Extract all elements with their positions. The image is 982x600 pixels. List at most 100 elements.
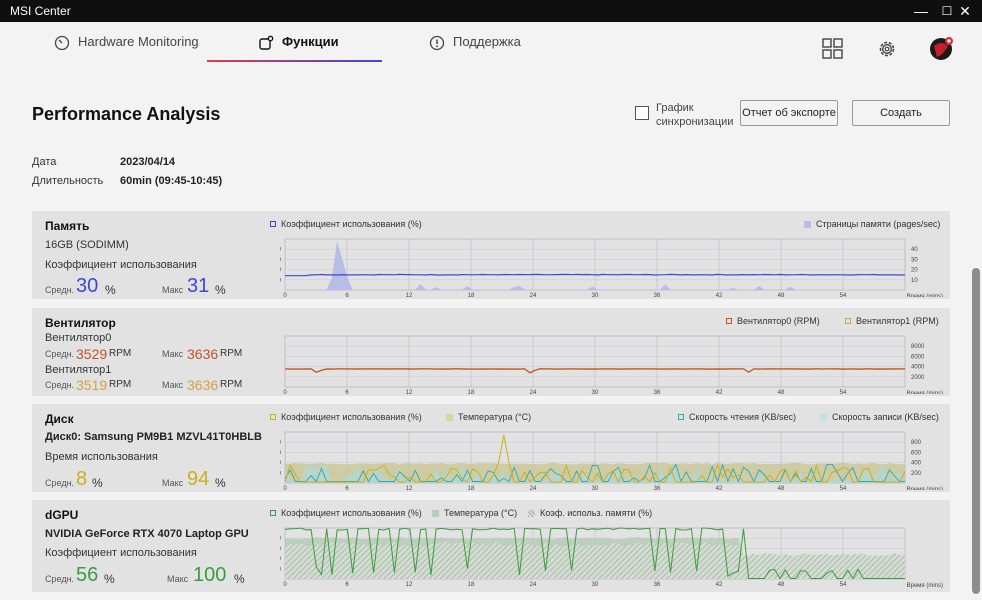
memory-max-label: Макс — [162, 285, 184, 295]
fan0-avg-unit: RPM — [109, 348, 132, 359]
scrollbar-thumb[interactable] — [972, 268, 980, 594]
legend-swatch — [270, 221, 276, 227]
memory-chart: 0 6 12 18 24 30 36 42 48 54 Время (mins) 80 60 40 20 40… — [280, 238, 943, 297]
page-title: Performance Analysis — [32, 104, 221, 124]
fan1-avg-value: 3519 — [76, 377, 108, 393]
gpu-y-left-tick: 20 — [280, 567, 282, 573]
sync-chart-label: График синхронизации — [656, 102, 734, 128]
disk-max-value: 94 — [187, 468, 210, 490]
fan-x-tick: 30 — [592, 390, 599, 394]
fan-x-tick: 42 — [716, 390, 723, 394]
legend-swatch — [678, 414, 684, 420]
memory-y-right-tick: 20 — [911, 268, 918, 274]
legend-disk-read: Скорость чтения (KB/sec) — [678, 412, 796, 422]
memory-y-right-tick: 30 — [911, 257, 918, 263]
fan-y-right-tick: 2000 — [911, 375, 925, 381]
fan1-max-value: 3636 — [187, 377, 219, 393]
grid-icon[interactable] — [822, 38, 844, 60]
memory-x-tick: 24 — [530, 293, 537, 297]
fan0-avg-value: 3529 — [76, 346, 108, 362]
legend-swatch — [820, 413, 827, 421]
disk-max-label: Макс — [162, 478, 184, 488]
disk-usage-label: Время использования — [45, 451, 158, 463]
fan-title: Вентилятор — [45, 316, 116, 330]
gpu-max-unit: % — [234, 572, 245, 586]
memory-y-left-tick: 40 — [280, 268, 282, 274]
disk-x-tick: 48 — [778, 486, 785, 490]
tab-label: Функции — [282, 34, 339, 49]
fan-x-axis-label: Время (mins) — [907, 391, 943, 394]
disk-max-unit: % — [215, 476, 226, 490]
tab-features[interactable]: Функции — [258, 34, 339, 74]
avatar[interactable] — [929, 35, 955, 61]
sync-chart-checkbox[interactable] — [635, 106, 649, 120]
disk-x-tick: 6 — [345, 486, 349, 490]
memory-y-left-tick: 60 — [280, 257, 282, 263]
gear-icon[interactable] — [876, 38, 898, 60]
minimize-button[interactable]: — — [914, 3, 928, 19]
fan-x-tick: 54 — [840, 390, 847, 394]
memory-x-axis-label: Время (mins) — [907, 294, 943, 297]
fan0-avg-label: Средн. — [45, 349, 75, 359]
fan1-max-unit: RPM — [220, 379, 243, 390]
close-button[interactable]: ✕ — [959, 3, 971, 19]
tab-hardware-monitoring[interactable]: Hardware Monitoring — [54, 34, 199, 74]
disk-title: Диск — [45, 412, 74, 426]
fan1-avg-label: Средн. — [45, 380, 75, 390]
gpu-max-value: 100 — [193, 564, 227, 586]
disk-name: Диск0: Samsung PM9B1 MZVL41T0HBLB — [45, 431, 262, 443]
gpu-x-axis-label: Время (mins) — [907, 583, 943, 589]
fan1-avg-unit: RPM — [109, 379, 132, 390]
gpu-x-tick: 30 — [592, 582, 599, 588]
gpu-x-tick: 48 — [778, 582, 785, 588]
disk-chart: 0 6 12 18 24 30 36 42 48 54 Время (mins) 80 60 40 20 80… — [280, 431, 943, 490]
fan0-line — [284, 368, 906, 374]
maximize-button[interactable]: ☐ — [941, 4, 953, 18]
legend-swatch — [804, 220, 811, 228]
gpu-x-tick: 24 — [530, 582, 537, 588]
memory-x-tick: 36 — [654, 293, 661, 297]
gpu-y-left-tick: 80 — [280, 536, 282, 542]
gpu-x-tick: 0 — [283, 582, 287, 588]
disk-usage-line — [284, 435, 906, 484]
legend-disk-usage: Коэффициент использования (%) — [270, 412, 422, 422]
disk-avg-value: 8 — [76, 468, 88, 490]
gauge-icon — [54, 35, 70, 51]
tab-label: Hardware Monitoring — [78, 34, 199, 49]
gpu-avg-value: 56 — [76, 564, 99, 586]
memory-capacity: 16GB (SODIMM) — [45, 239, 129, 251]
export-report-button[interactable]: Отчет об экспорте — [740, 100, 838, 126]
disk-x-tick: 36 — [654, 486, 661, 490]
memory-y-right-tick: 10 — [911, 278, 918, 284]
disk-y-right-tick: 200 — [911, 471, 922, 477]
gpu-y-left-tick: 40 — [280, 557, 282, 563]
features-icon — [259, 35, 274, 50]
disk-y-right-tick: 800 — [911, 440, 922, 446]
fan-x-tick: 36 — [654, 390, 661, 394]
fan-x-tick: 12 — [406, 390, 413, 394]
legend-fan1: Вентилятор1 (RPM) — [845, 316, 939, 326]
disk-y-left-tick: 60 — [280, 450, 282, 456]
disk-y-left-tick: 40 — [280, 461, 282, 467]
disk-x-tick: 12 — [406, 486, 413, 490]
fan-chart: 0 6 12 18 24 30 36 42 48 54 Время (mins) 8000 6000 40… — [283, 335, 943, 394]
duration-value: 60min (09:45-10:45) — [120, 175, 223, 187]
create-button[interactable]: Создать — [852, 100, 950, 126]
legend-disk-write: Скорость записи (KB/sec) — [820, 412, 939, 422]
disk-y-right-tick: 400 — [911, 461, 922, 467]
tab-support[interactable]: Поддержка — [429, 34, 521, 74]
disk-x-axis-label: Время (mins) — [907, 487, 943, 490]
gpu-title: dGPU — [45, 508, 79, 522]
gpu-x-tick: 54 — [840, 582, 847, 588]
fan-y-right-tick: 4000 — [911, 365, 925, 371]
gpu-chart: 0 6 12 18 24 30 36 42 48 54 Время (mins) 80 60 40 20 — [280, 527, 943, 589]
legend-swatch — [446, 413, 453, 421]
gpu-x-tick: 12 — [406, 582, 413, 588]
memory-y-left-tick: 20 — [280, 278, 282, 284]
fan-x-tick: 6 — [345, 390, 349, 394]
gpu-usage-label: Коэффициент использования — [45, 547, 197, 559]
disk-panel: Диск Диск0: Samsung PM9B1 MZVL41T0HBLB В… — [32, 404, 950, 492]
disk-y-right-tick: 600 — [911, 450, 922, 456]
support-icon — [429, 35, 445, 51]
memory-x-tick: 42 — [716, 293, 723, 297]
